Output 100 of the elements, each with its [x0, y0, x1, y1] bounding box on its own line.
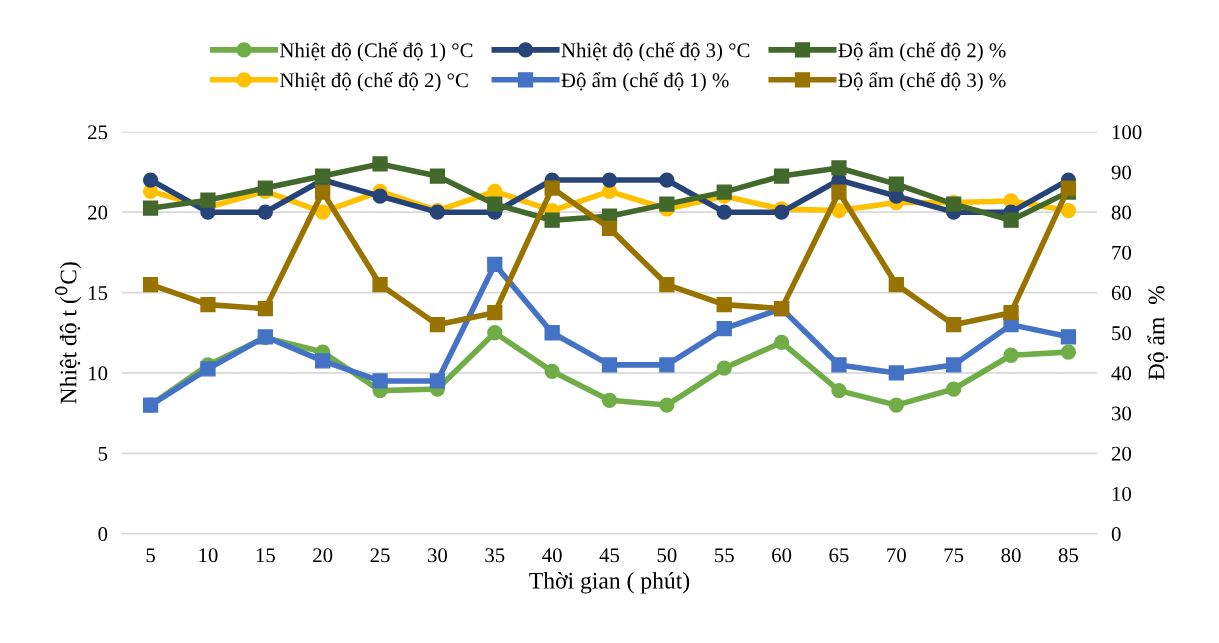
- point: [372, 276, 388, 293]
- point: [888, 276, 904, 293]
- point: [659, 172, 675, 188]
- point: [487, 196, 503, 212]
- y2-tick-label: 50: [1112, 326, 1132, 341]
- point: [946, 317, 962, 333]
- legend-label: Nhiệt độ (Chế độ 1) °C: [280, 42, 473, 62]
- point: [544, 363, 560, 379]
- point: [315, 204, 331, 220]
- point: [1003, 347, 1019, 363]
- point: [429, 168, 446, 184]
- y2-tick-label: 70: [1112, 245, 1132, 260]
- point: [831, 160, 847, 176]
- point: [946, 381, 962, 397]
- point: [1060, 180, 1077, 196]
- y2-tick-label: 0: [1111, 527, 1121, 542]
- point: [773, 334, 790, 351]
- point: [1060, 329, 1077, 345]
- x-tick-label: 45: [599, 548, 620, 563]
- point: [487, 305, 503, 321]
- y2-tick-label: 30: [1111, 406, 1132, 421]
- legend-label: Độ ẩm (chế độ 1) %: [561, 72, 729, 92]
- point: [659, 196, 675, 212]
- point: [716, 296, 732, 313]
- point: [716, 184, 732, 200]
- point: [601, 392, 618, 408]
- point: [372, 188, 388, 204]
- point: [544, 212, 560, 228]
- point: [716, 321, 732, 337]
- point: [487, 325, 503, 341]
- point: [372, 373, 388, 389]
- point: [831, 202, 847, 219]
- point: [429, 373, 446, 389]
- point: [1060, 202, 1077, 219]
- point: [315, 184, 331, 200]
- x-tick-label: 5: [146, 548, 155, 563]
- y2-tick-label: 40: [1111, 366, 1132, 381]
- x-tick-label: 70: [887, 548, 906, 563]
- x-axis-title: Thời gian ( phút): [529, 572, 690, 594]
- y2-tick-label: 10: [1112, 486, 1132, 501]
- point: [487, 183, 503, 199]
- x-tick-label: 20: [313, 548, 333, 563]
- point: [888, 397, 904, 413]
- point: [200, 192, 216, 208]
- y2-tick-label: 60: [1111, 285, 1132, 300]
- point: [429, 317, 446, 333]
- point: [200, 296, 216, 313]
- x-tick-label: 60: [772, 548, 792, 563]
- point: [601, 357, 618, 373]
- legend-label: Độ ẩm (chế độ 2) %: [838, 42, 1006, 62]
- y2-tick-label: 100: [1112, 125, 1142, 140]
- point: [831, 357, 847, 373]
- x-tick-label: 85: [1058, 548, 1079, 563]
- x-tick-label: 25: [370, 548, 390, 563]
- point: [315, 168, 331, 184]
- point: [257, 204, 273, 220]
- point: [659, 397, 675, 413]
- point: [142, 276, 159, 293]
- y2-tick-label: 80: [1111, 205, 1132, 220]
- y-tick-label: 0: [98, 527, 108, 542]
- point: [257, 301, 273, 317]
- point: [888, 176, 904, 192]
- x-tick-label: 30: [427, 548, 448, 563]
- x-tick-label: 35: [485, 548, 505, 563]
- x-tick-label: 40: [542, 548, 562, 563]
- point: [544, 180, 560, 196]
- y-tick-label: 15: [89, 286, 108, 300]
- y-tick-label: 10: [89, 366, 108, 381]
- legend-label: Độ ẩm (chế độ 3) %: [838, 72, 1006, 92]
- point: [601, 172, 618, 188]
- y-tick-label: 20: [88, 205, 108, 220]
- y-tick-label: 5: [98, 446, 108, 461]
- point: [773, 168, 790, 184]
- x-tick-label: 80: [1001, 548, 1021, 563]
- point: [716, 360, 732, 376]
- point: [1060, 344, 1077, 360]
- point: [946, 357, 962, 373]
- point: [831, 184, 847, 200]
- y2-tick-label: 20: [1111, 446, 1132, 461]
- point: [315, 353, 331, 369]
- y-axis-title: Nhiệt độ t ($^{0}$C): [54, 262, 82, 404]
- point: [1003, 212, 1019, 228]
- y2-axis-title: Độ ẩm %: [1147, 286, 1169, 380]
- point: [716, 204, 732, 220]
- point: [659, 276, 675, 293]
- point: [142, 200, 159, 216]
- point: [888, 365, 904, 381]
- y2-tick-label: 90: [1111, 165, 1132, 180]
- x-tick-label: 55: [715, 548, 734, 563]
- x-tick-label: 75: [944, 548, 964, 563]
- point: [544, 325, 560, 341]
- legend-label: Nhiệt độ (chế độ 2) °C: [280, 72, 468, 92]
- x-tick-label: 65: [829, 548, 849, 563]
- point: [1003, 305, 1019, 321]
- legend-label: Nhiệt độ (chế độ 3) °C: [561, 42, 750, 62]
- point: [831, 382, 847, 399]
- point: [487, 256, 503, 273]
- point: [372, 156, 388, 172]
- point: [200, 361, 216, 377]
- point: [601, 220, 618, 236]
